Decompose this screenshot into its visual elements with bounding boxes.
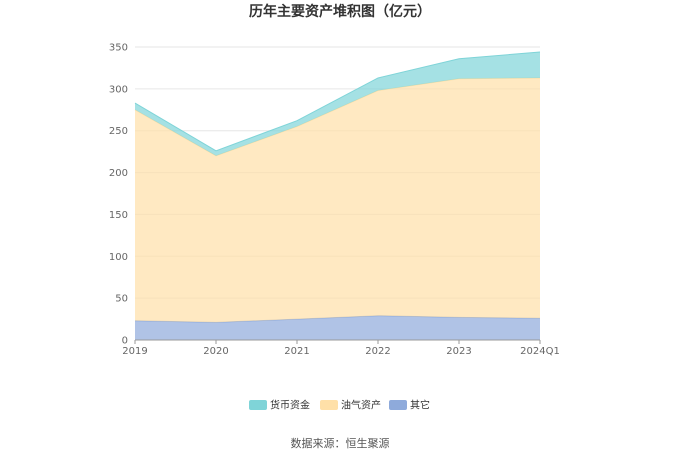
x-tick-label: 2022 (365, 346, 390, 357)
y-tick-label: 0 (122, 336, 128, 347)
x-tick-label: 2019 (122, 346, 147, 357)
data-source: 数据来源：恒生聚源 (291, 436, 390, 450)
legend-label: 油气资产 (341, 399, 381, 412)
legend-label: 货币资金 (270, 399, 310, 412)
legend-swatch (320, 400, 338, 410)
legend-item[interactable]: 其它 (389, 399, 430, 412)
y-tick-label: 250 (109, 126, 128, 137)
plot-area (134, 51, 541, 340)
x-tick-label: 2024Q1 (520, 346, 560, 357)
y-tick-label: 50 (115, 294, 128, 305)
x-tick-label: 2021 (284, 346, 309, 357)
legend-swatch (249, 400, 267, 410)
legend: 货币资金 油气资产 其它 (249, 399, 430, 412)
legend-item[interactable]: 油气资产 (320, 399, 381, 412)
x-tick-label: 2023 (446, 346, 471, 357)
chart-title: 历年主要资产堆积图（亿元） (249, 3, 431, 20)
y-tick-label: 300 (109, 84, 128, 95)
area-series-2 (135, 52, 540, 156)
y-tick-label: 350 (109, 43, 128, 54)
legend-swatch (389, 400, 407, 410)
x-tick-label: 2020 (203, 346, 228, 357)
y-tick-label: 100 (109, 252, 128, 263)
area-edge-2 (134, 51, 541, 152)
legend-item[interactable]: 货币资金 (249, 399, 310, 412)
y-tick-label: 200 (109, 168, 128, 179)
legend-label: 其它 (410, 399, 430, 412)
y-tick-label: 150 (109, 210, 128, 221)
axes: 0 50 100 150 200 250 300 350 2019 2020 2021 2022 202… (109, 43, 560, 358)
area-series-1 (135, 77, 540, 323)
